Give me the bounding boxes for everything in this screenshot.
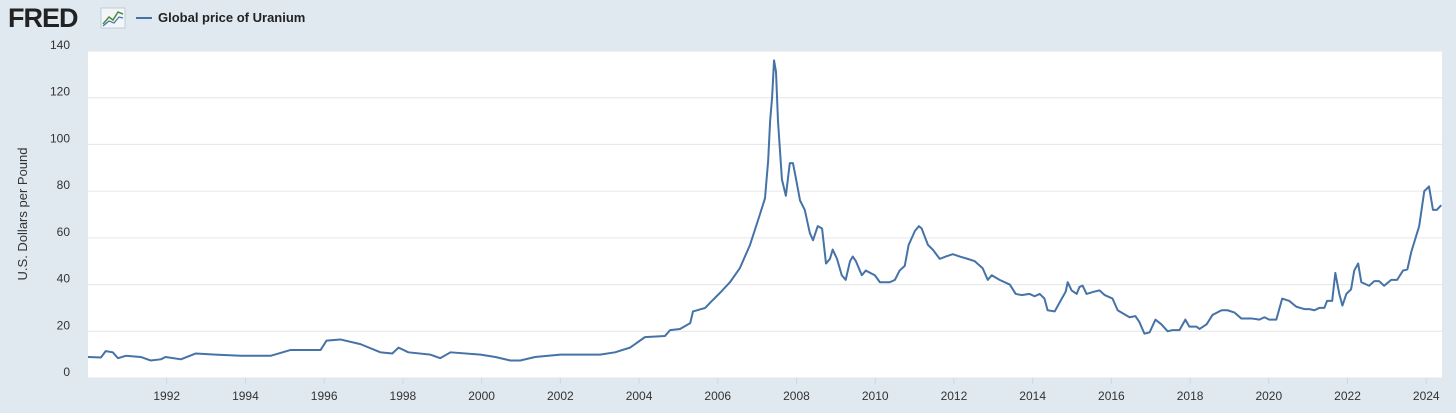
x-tick-label: 1992 (153, 389, 180, 403)
x-tick-label: 1998 (390, 389, 417, 403)
x-tick-label: 2008 (783, 389, 810, 403)
x-tick-label: 2016 (1098, 389, 1125, 403)
x-tick-label: 1994 (232, 389, 259, 403)
x-tick-label: 2022 (1334, 389, 1361, 403)
x-tick-label: 2018 (1177, 389, 1204, 403)
y-axis-label: U.S. Dollars per Pound (15, 148, 30, 281)
x-tick-label: 2014 (1019, 389, 1046, 403)
y-tick-label: 60 (57, 225, 71, 239)
plot-area (88, 51, 1442, 378)
y-tick-label: 80 (57, 178, 71, 192)
x-tick-label: 2004 (626, 389, 653, 403)
series-line (87, 59, 1442, 362)
y-tick-label: 0 (63, 365, 70, 379)
x-tick-label: 2020 (1255, 389, 1282, 403)
y-tick-label: 120 (50, 85, 70, 99)
x-tick-label: 2002 (547, 389, 574, 403)
y-tick-label: 20 (57, 318, 71, 332)
y-tick-label: 40 (57, 272, 71, 286)
x-tick-label: 2000 (468, 389, 495, 403)
logo-icon (100, 7, 126, 29)
y-tick-label: 140 (50, 38, 70, 52)
x-tick-label: 2006 (704, 389, 731, 403)
logo: FRED (8, 3, 78, 33)
x-tick-label: 1996 (311, 389, 338, 403)
x-tick-label: 2024 (1413, 389, 1440, 403)
x-tick-label: 2010 (862, 389, 889, 403)
y-tick-label: 100 (50, 131, 70, 145)
x-tick-label: 2012 (941, 389, 968, 403)
legend-label: Global price of Uranium (158, 10, 305, 25)
